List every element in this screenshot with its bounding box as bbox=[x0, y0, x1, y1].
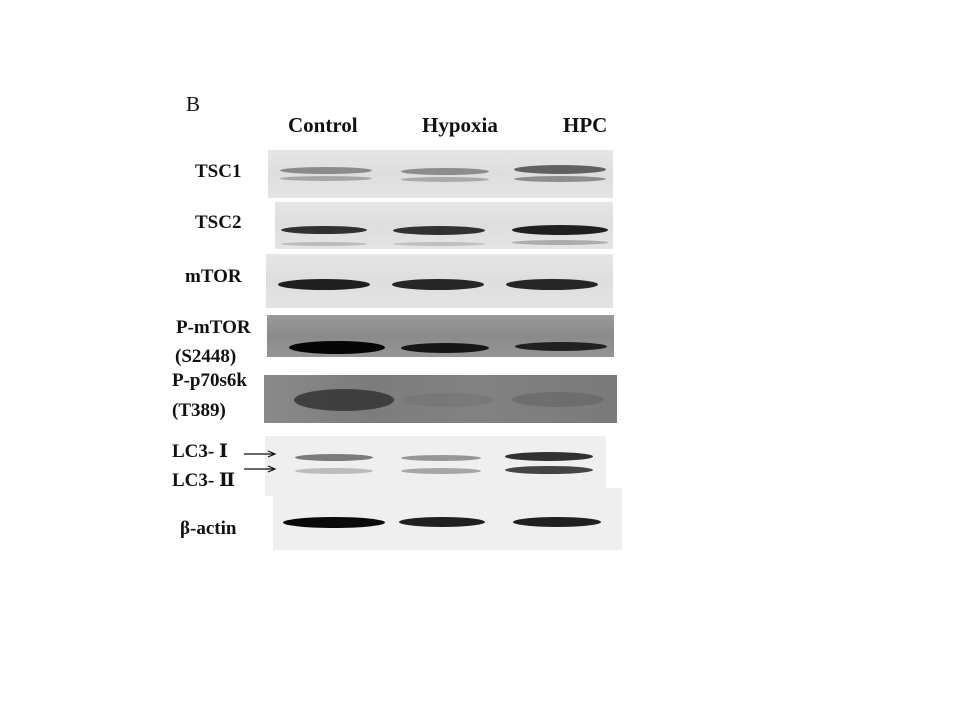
band-lc3-i-control bbox=[295, 454, 373, 461]
panel-label: B bbox=[186, 92, 201, 116]
band-lc3-i-hpc bbox=[505, 452, 593, 461]
band-mtor-hpc bbox=[506, 279, 598, 290]
band-tsc2-hpc-faint bbox=[512, 240, 608, 245]
band-tsc2-hypoxia-faint bbox=[393, 242, 485, 246]
band-tsc2-hpc bbox=[512, 225, 608, 235]
band-lc3-ii-control bbox=[295, 468, 373, 474]
band-lc3-i-hypoxia bbox=[401, 455, 481, 461]
row-label-tsc2: TSC2 bbox=[195, 212, 242, 233]
band-p-mtor-hypoxia bbox=[401, 343, 489, 353]
band-p-p70s6k-hypoxia bbox=[404, 393, 494, 407]
band-tsc2-control bbox=[281, 226, 367, 234]
row-label-beta-actin: β-actin bbox=[180, 518, 237, 539]
band-tsc1-hpc-lower bbox=[514, 176, 606, 182]
band-tsc1-hypoxia-lower bbox=[401, 177, 489, 182]
lane-label-hpc: HPC bbox=[563, 113, 608, 137]
row-label-lc3-ii: LC3- Ⅱ bbox=[172, 470, 235, 491]
band-lc3-ii-hpc bbox=[505, 466, 593, 474]
band-tsc1-hpc bbox=[514, 165, 606, 174]
lane-label-hypoxia: Hypoxia bbox=[422, 113, 498, 137]
row-label-pp70s6k-site: (T389) bbox=[172, 400, 226, 421]
row-label-pp70s6k: P-p70s6k bbox=[172, 370, 247, 391]
band-beta-actin-hpc bbox=[513, 517, 601, 527]
blot-mtor bbox=[266, 254, 613, 308]
band-tsc1-control bbox=[280, 167, 372, 174]
blot-tsc2 bbox=[275, 202, 613, 249]
row-label-lc3-i: LC3- Ⅰ bbox=[172, 441, 228, 462]
band-tsc1-control-lower bbox=[280, 176, 372, 181]
band-tsc1-hypoxia bbox=[401, 168, 489, 175]
band-mtor-hypoxia bbox=[392, 279, 484, 290]
band-lc3-ii-hypoxia bbox=[401, 468, 481, 474]
band-mtor-control bbox=[278, 279, 370, 290]
blot-tsc1 bbox=[268, 150, 613, 198]
blot-lc3 bbox=[265, 436, 606, 496]
band-p-mtor-control bbox=[289, 341, 385, 354]
band-p-mtor-hpc bbox=[515, 342, 607, 351]
row-label-tsc1: TSC1 bbox=[195, 161, 242, 182]
blot-beta-actin bbox=[273, 488, 622, 550]
row-label-pmtor-site: (S2448) bbox=[175, 346, 237, 367]
row-label-pmtor: P-mTOR bbox=[176, 317, 251, 338]
band-beta-actin-hypoxia bbox=[399, 517, 485, 527]
band-tsc2-hypoxia bbox=[393, 226, 485, 235]
band-beta-actin-control bbox=[283, 517, 385, 528]
row-label-mtor: mTOR bbox=[185, 266, 242, 287]
lane-label-control: Control bbox=[288, 113, 358, 137]
band-p-p70s6k-control bbox=[294, 389, 394, 411]
blot-p-mtor bbox=[267, 315, 614, 357]
band-p-p70s6k-hpc bbox=[512, 392, 604, 407]
band-tsc2-control-faint bbox=[281, 242, 367, 246]
blot-p-p70s6k bbox=[264, 375, 617, 423]
